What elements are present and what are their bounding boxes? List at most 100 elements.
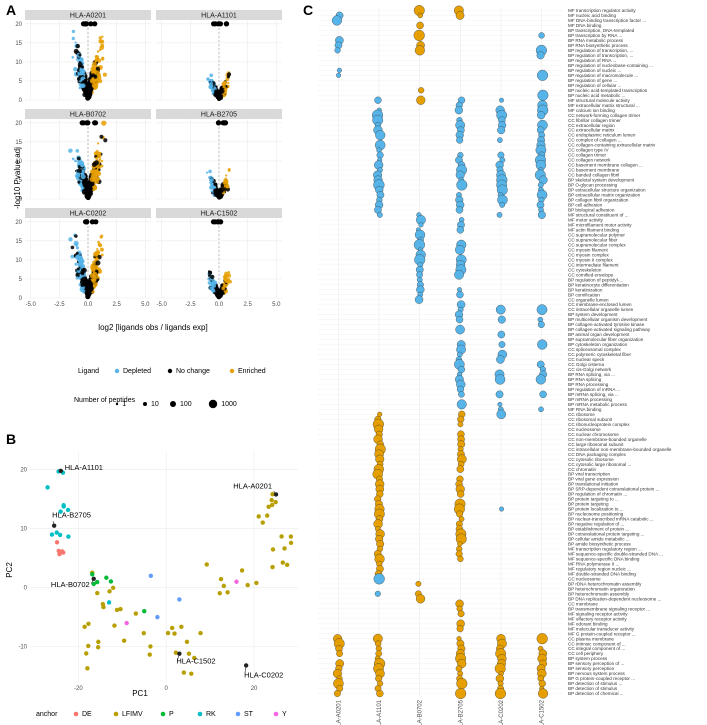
- pca-point: [192, 655, 197, 661]
- pca-point: [86, 621, 91, 626]
- pca-point: [96, 639, 101, 645]
- pca-point: [169, 625, 175, 631]
- pca-point: [234, 579, 239, 584]
- pca-point: [204, 562, 209, 567]
- dotplot-dot: [415, 580, 422, 587]
- pca-point: [269, 502, 275, 508]
- dotplot-x-tick-label: HLA-A0201: [336, 699, 342, 725]
- dotplot-term-label: MF transcription regulatory region ...: [568, 547, 642, 552]
- dotplot-term-label: CC extracellular region: [568, 123, 615, 128]
- volcano-point: [100, 56, 105, 61]
- volcano-point: [100, 234, 104, 238]
- volcano-point: [93, 66, 97, 70]
- dotplot-dot: [496, 212, 503, 218]
- volcano-point: [74, 41, 77, 44]
- dotplot-dot: [456, 291, 464, 299]
- dotplot-dot: [416, 21, 424, 30]
- dotplot-term-label: BP mRNA processing: [568, 397, 613, 402]
- dotplot-term-label: CC myosin filament: [568, 247, 609, 252]
- dotplot-dot: [374, 590, 381, 597]
- dotplot-term-label: CC basement membrane: [568, 168, 620, 173]
- volcano-point: [212, 21, 218, 27]
- volcano-point: [96, 250, 100, 254]
- dotplot-dot: [497, 315, 506, 324]
- dotplot-term-label: CC membrane-enclosed lumen: [568, 302, 632, 307]
- dotplot-term-label: CC collagen type IV: [568, 148, 610, 153]
- volcano-point: [222, 85, 226, 89]
- dotplot-dot: [537, 339, 548, 350]
- volcano-point: [76, 168, 82, 174]
- dotplot-term-label: BP regulation of gene ...: [568, 78, 617, 83]
- dotplot-term-label: MF olfactory receptor activity: [568, 616, 627, 621]
- volcano-point: [227, 168, 231, 172]
- volcano-point: [208, 84, 212, 88]
- volcano-point: [96, 164, 101, 169]
- volcano-point: [82, 181, 88, 187]
- dotplot-term-label: BP heterochromatin organization: [568, 586, 635, 591]
- volcano-point: [209, 81, 214, 86]
- dotplot-term-label: BP cotranslational protein targeting ...: [568, 532, 645, 537]
- dotplot-term-label: BP multicellular organism development: [568, 317, 648, 322]
- volcano-x-tick-label: 0.0: [84, 302, 93, 308]
- pca-point: [106, 600, 112, 605]
- dotplot-term-label: CC spliceosomal complex: [568, 347, 622, 352]
- pca-point: [245, 582, 250, 588]
- volcano-point: [74, 262, 78, 266]
- volcano-point: [81, 169, 85, 173]
- volcano-point: [205, 171, 209, 174]
- volcano-point: [92, 169, 97, 174]
- ligand-legend-title: Ligand: [78, 368, 99, 375]
- volcano-point: [96, 72, 101, 77]
- volcano-axes: -log10 Pvalue adj log2 [ligands obs / li…: [13, 147, 208, 332]
- volcano-point: [79, 68, 83, 72]
- volcano-point: [218, 291, 224, 297]
- dotplot-term-label: CC organelle lumen: [568, 297, 609, 302]
- volcano-point: [97, 151, 102, 156]
- dotplot-dot: [457, 490, 465, 498]
- dotplot-dot: [417, 12, 423, 19]
- volcano-facet: HLA-A0201 0 5 10 15 20: [15, 10, 151, 104]
- volcano-point: [102, 72, 107, 77]
- volcano-x-tick-label: -5.0: [157, 302, 168, 308]
- dotplot-term-label: BP RNA splicing, via ...: [568, 372, 615, 377]
- dotplot-dot: [499, 97, 504, 103]
- volcano-point: [94, 150, 98, 154]
- dotplot-dot: [375, 130, 386, 141]
- volcano-point: [222, 80, 228, 85]
- pca-x-tick-label: 20: [251, 686, 258, 692]
- volcano-point: [217, 97, 221, 101]
- dotplot-dot: [334, 47, 341, 54]
- dotplot-dot: [538, 679, 546, 688]
- pca-point: [165, 630, 171, 636]
- dotplot-dot: [535, 374, 546, 385]
- dotplot-dot: [537, 111, 546, 120]
- ligand-legend-key: [114, 368, 120, 374]
- volcano-point: [78, 262, 82, 266]
- dotplot-term-label: BP collagen-activated signaling pathway: [568, 327, 651, 332]
- volcano-point: [89, 78, 95, 84]
- dotplot-term-label: MF molecular transducer activity: [568, 626, 635, 631]
- pca-point: [147, 652, 152, 657]
- volcano-facet: HLA-B2705: [156, 109, 282, 200]
- pca-point: [95, 590, 100, 596]
- volcano-point: [212, 284, 217, 288]
- dotplot-term-label: BP nucleic acid-templated transcription: [568, 88, 648, 93]
- dotplot-term-label: BP heterochromatin assembly: [568, 591, 630, 596]
- pca-point: [217, 591, 222, 596]
- dotplot-term-label: BP SRP-dependent cotranslational protein…: [568, 487, 659, 492]
- volcano-point: [89, 219, 96, 225]
- pca-point: [288, 540, 294, 546]
- volcano-point: [92, 120, 98, 126]
- dotplot-term-label: BP viral gene expression: [568, 477, 619, 482]
- dotplot-dot: [456, 226, 465, 234]
- volcano-point: [209, 178, 214, 182]
- volcano-point: [93, 252, 98, 257]
- dotplot-term-label: BP system process: [568, 656, 608, 661]
- dotplot-term-label: BP biological adhesion: [568, 208, 615, 213]
- dotplot-term-label: BP detection of chemical ...: [568, 691, 624, 696]
- volcano-point: [94, 54, 98, 59]
- dotplot-term-label: BP DNA replication-dependent nucleosome …: [568, 596, 661, 601]
- anchor-legend: anchor DE LFIMV P RK ST Y: [36, 711, 287, 718]
- dotplot-term-label: BP regulation of cellular ...: [568, 83, 622, 88]
- size-legend-label: 100: [180, 401, 192, 408]
